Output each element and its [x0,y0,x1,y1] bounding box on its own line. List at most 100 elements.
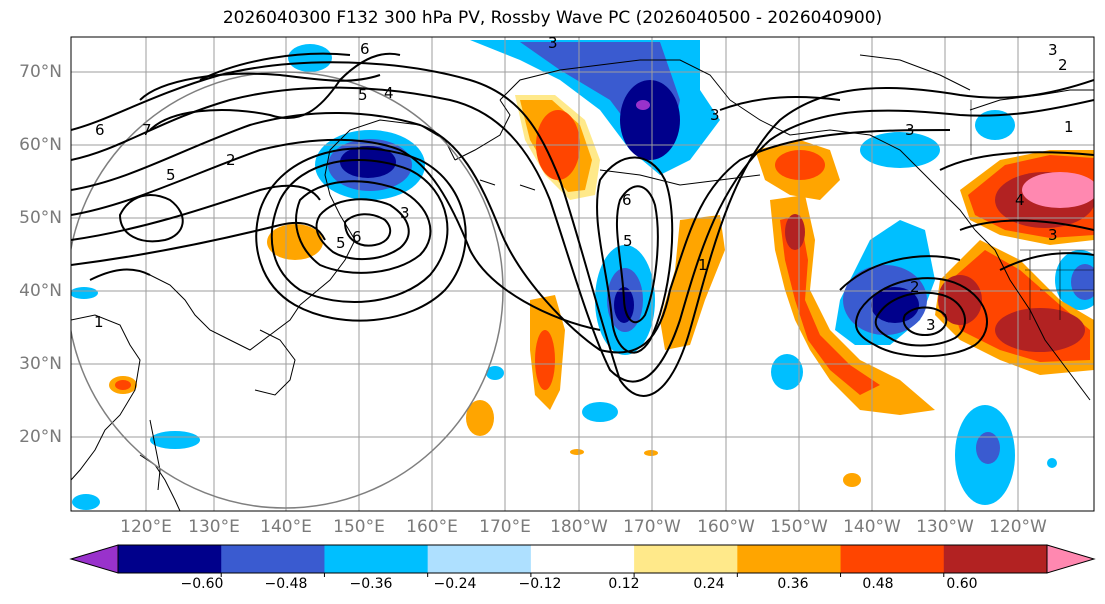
pv-anomaly-positive [115,380,131,390]
pv-anomaly-negative [636,100,650,110]
contour-label: 6 [360,40,370,58]
contour-label: 3 [548,34,558,52]
contour-label: 3 [400,204,410,222]
lon-label: 130°W [916,517,974,537]
contour-label: 3 [905,121,915,139]
pv-anomaly-negative [620,80,680,160]
colorbar-tick-label: −0.12 [518,576,562,592]
colorbar-cell [737,545,842,573]
colorbar-cell [943,545,1048,573]
lat-label: 60°N [19,135,62,155]
lat-label: 20°N [19,427,62,447]
graticule [71,37,1094,511]
contour-label: 1 [1064,118,1074,136]
pv-anomaly-negative [288,44,332,72]
colorbar-cells [118,545,1048,573]
pv-anomaly-positive [644,450,658,456]
contour-label: 5 [166,166,176,184]
contour-label: 3 [1048,41,1058,59]
pv-anomaly-positive [570,449,584,455]
pv-anomaly-negative [975,110,1015,140]
pv-anomaly-positive [938,275,982,325]
borders [970,100,1094,320]
pv-anomaly-positive [780,215,880,395]
colorbar-cell [221,545,325,573]
contour-label: 1 [94,313,104,331]
pv-anomaly-positive [267,224,323,260]
colorbar-tick-label: −0.24 [433,576,477,592]
colorbar-tick-label: 0.48 [862,576,894,592]
map-title: 2026040300 F132 300 hPa PV, Rossby Wave … [222,8,883,28]
lon-label: 170°W [623,517,681,537]
colorbar-tick-label: 0.24 [693,576,725,592]
lon-label: 170°E [479,517,531,537]
map-background [71,37,1094,511]
colorbar [69,544,1096,577]
contour-label: 6 [95,121,105,139]
contour-label: 6 [352,228,362,246]
pv-anomaly-negative [150,431,200,449]
colorbar-tick-label: 0.36 [777,576,809,592]
colorbar-cell [427,545,532,573]
pv-anomaly-negative [976,432,1000,464]
colorbar-tick-label: 0.12 [608,576,640,592]
contour-label: 2 [910,278,920,296]
lon-label: 130°E [188,517,240,537]
lon-label: 150°W [770,517,828,537]
lon-label: 160°W [697,517,755,537]
pv-anomaly-positive [785,214,805,250]
pv-anomaly-negative [486,366,504,380]
contour-label: 3 [926,316,936,334]
colorbar-tick-label: −0.60 [180,576,224,592]
pv-anomaly-negative [1047,458,1057,468]
lat-label: 50°N [19,208,62,228]
map-frame [70,36,1095,512]
contour-label: 4 [1015,191,1025,209]
lat-label: 70°N [19,62,62,82]
pv-anomaly-negative [340,146,396,178]
colorbar-cell [324,545,429,573]
lat-label: 30°N [19,354,62,374]
range-circle [71,71,504,509]
pv-anomaly-positive [775,150,825,180]
pv-anomaly-negative [1071,264,1094,300]
colorbar-cell [530,545,635,573]
contour-label: 1 [698,256,708,274]
pv-anomaly-positive [770,195,935,415]
lon-label: 180°W [550,517,608,537]
pv-anomaly-negative [771,354,803,390]
contour-label: 5 [623,232,633,250]
colorbar-ticks [220,573,945,577]
contour-label: 6 [622,191,632,209]
colorbar-cell [634,545,738,573]
pv-contours [71,52,1094,397]
lon-label: 160°E [406,517,458,537]
contour-label: 2 [1058,56,1068,74]
pv-anomaly-negative [72,494,100,510]
lat-label: 40°N [19,281,62,301]
contour-label: 4 [384,84,394,102]
pv-anomaly-negative [71,287,98,299]
pv-anomaly-positive [1022,172,1094,208]
contour-label: 5 [358,86,368,104]
lon-label: 120°W [989,517,1047,537]
contour-label: 5 [336,234,346,252]
pv-anomaly-positive [466,400,494,436]
contour-label: 2 [226,151,236,169]
pv-anomaly-positive [843,473,861,487]
colorbar-tick-label: −0.48 [264,576,308,592]
lon-label: 140°E [260,517,312,537]
contour-label: 3 [710,106,720,124]
colorbar-tick-label: 0.60 [946,576,978,592]
contour-label: 3 [1048,226,1058,244]
lon-label: 140°W [843,517,901,537]
lon-label: 120°E [120,517,172,537]
contour-label: 7 [142,121,152,139]
colorbar-cell [840,545,945,573]
contour-label-group: 3 6 5 4 6 7 2 5 1 5 6 3 5 6 1 3 3 2 3 4 … [94,34,1074,334]
colorbar-extend-max [1046,544,1096,574]
colorbar-tick-label: −0.36 [349,576,393,592]
colorbar-frame [117,544,1048,574]
colorbar-cell [118,545,222,573]
